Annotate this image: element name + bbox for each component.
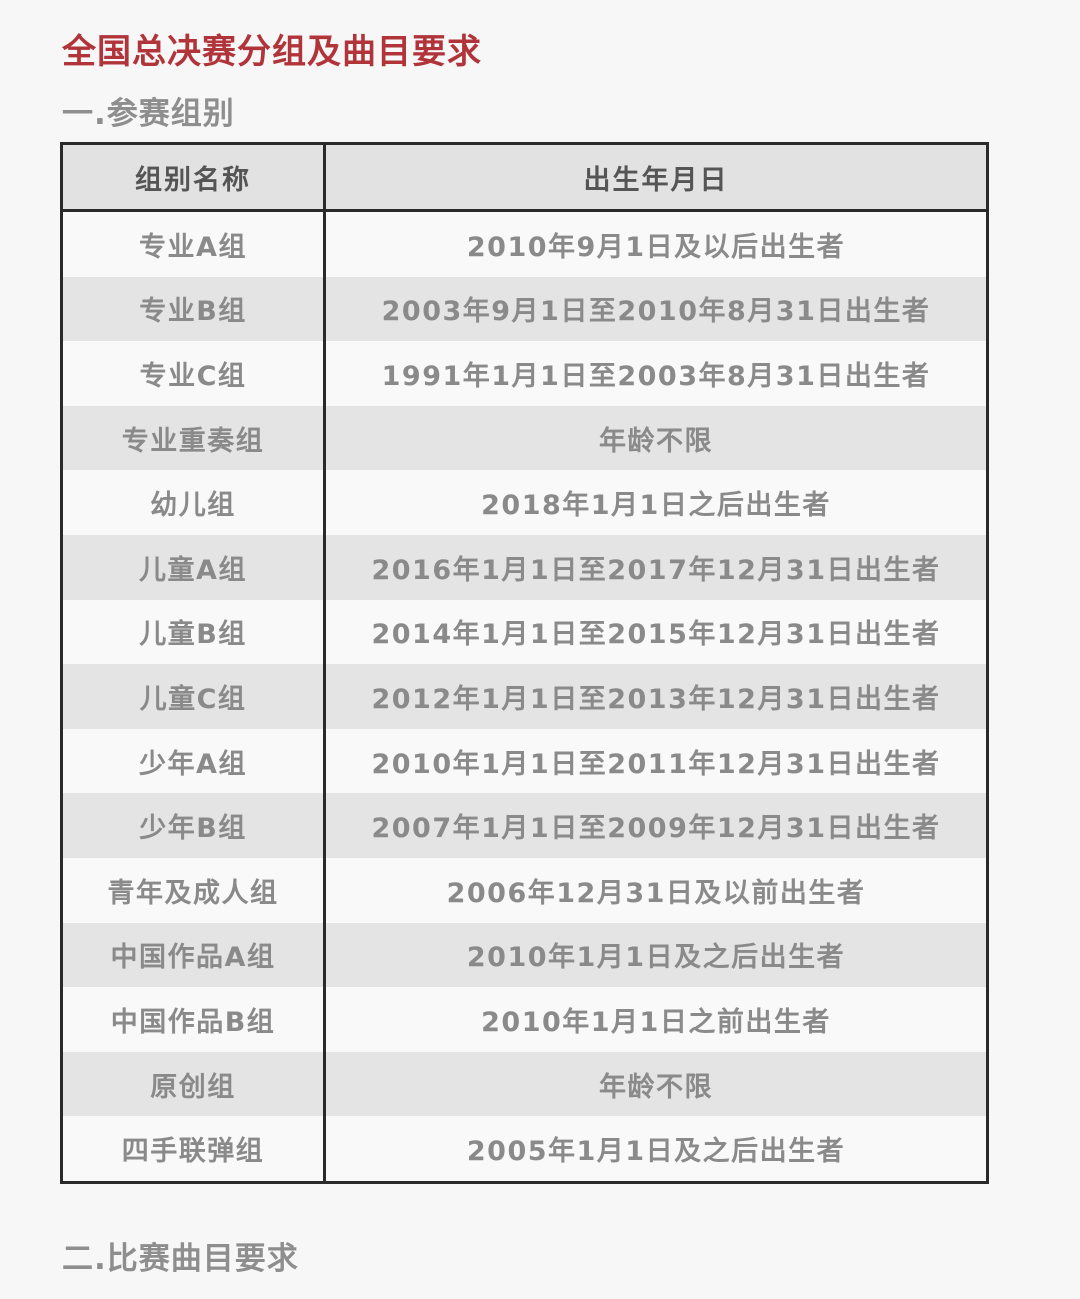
table-row: 幼儿组 2018年1月1日之后出生者 (61, 470, 988, 535)
group-name-cell: 儿童A组 (61, 534, 326, 600)
table-row: 中国作品B组 2010年1月1日之前出生者 (61, 987, 988, 1052)
groups-table: 组别名称 出生年月日 专业A组 2010年9月1日及以后出生者 专业B组 2003年9… (60, 142, 989, 1184)
section-heading-repertoire: 二.比赛曲目要求 (62, 1241, 299, 1277)
section-heading-groups: 一.参赛组别 (62, 96, 235, 132)
table-row: 中国作品A组 2010年1月1日及之后出生者 (61, 922, 988, 988)
birth-date-cell: 2012年1月1日至2013年12月31日出生者 (324, 664, 988, 729)
table-row: 儿童B组 2014年1月1日至2015年12月31日出生者 (61, 599, 988, 665)
birth-date-cell: 2016年1月1日至2017年12月31日出生者 (324, 534, 988, 600)
birth-date-cell: 2006年12月31日及以前出生者 (324, 857, 988, 923)
group-name-cell: 原创组 (61, 1051, 326, 1117)
group-name-cell: 儿童B组 (61, 599, 326, 665)
header-birth-date: 出生年月日 (324, 143, 988, 212)
birth-date-cell: 2007年1月1日至2009年12月31日出生者 (324, 793, 988, 858)
page-title: 全国总决赛分组及曲目要求 (62, 32, 482, 72)
birth-date-cell: 年龄不限 (324, 405, 988, 471)
group-name-cell: 青年及成人组 (61, 857, 326, 923)
group-name-cell: 幼儿组 (61, 470, 326, 535)
table-row: 儿童C组 2012年1月1日至2013年12月31日出生者 (61, 664, 988, 729)
table-row: 专业A组 2010年9月1日及以后出生者 (61, 210, 988, 277)
group-name-cell: 专业B组 (61, 276, 326, 342)
birth-date-cell: 2014年1月1日至2015年12月31日出生者 (324, 599, 988, 665)
table-row: 青年及成人组 2006年12月31日及以前出生者 (61, 857, 988, 923)
group-name-cell: 中国作品A组 (61, 922, 326, 988)
table-header-row: 组别名称 出生年月日 (61, 143, 988, 212)
table-row: 原创组 年龄不限 (61, 1051, 988, 1117)
birth-date-cell: 2010年9月1日及以后出生者 (324, 210, 988, 277)
table-row: 专业重奏组 年龄不限 (61, 405, 988, 471)
header-group-name: 组别名称 (61, 143, 326, 212)
group-name-cell: 少年B组 (61, 793, 326, 858)
group-name-cell: 少年A组 (61, 728, 326, 794)
birth-date-cell: 2003年9月1日至2010年8月31日出生者 (324, 276, 988, 342)
birth-date-cell: 2010年1月1日至2011年12月31日出生者 (324, 728, 988, 794)
birth-date-cell: 年龄不限 (324, 1051, 988, 1117)
group-name-cell: 专业A组 (61, 210, 326, 277)
table-row: 少年B组 2007年1月1日至2009年12月31日出生者 (61, 793, 988, 858)
birth-date-cell: 1991年1月1日至2003年8月31日出生者 (324, 341, 988, 406)
group-name-cell: 四手联弹组 (61, 1116, 326, 1183)
birth-date-cell: 2010年1月1日之前出生者 (324, 987, 988, 1052)
group-name-cell: 儿童C组 (61, 664, 326, 729)
group-name-cell: 专业重奏组 (61, 405, 326, 471)
table-row: 儿童A组 2016年1月1日至2017年12月31日出生者 (61, 534, 988, 600)
table-row: 专业B组 2003年9月1日至2010年8月31日出生者 (61, 276, 988, 342)
birth-date-cell: 2018年1月1日之后出生者 (324, 470, 988, 535)
group-name-cell: 中国作品B组 (61, 987, 326, 1052)
group-name-cell: 专业C组 (61, 341, 326, 406)
table-row: 少年A组 2010年1月1日至2011年12月31日出生者 (61, 728, 988, 794)
table-row: 专业C组 1991年1月1日至2003年8月31日出生者 (61, 341, 988, 406)
birth-date-cell: 2010年1月1日及之后出生者 (324, 922, 988, 988)
table-row: 四手联弹组 2005年1月1日及之后出生者 (61, 1116, 988, 1183)
birth-date-cell: 2005年1月1日及之后出生者 (324, 1116, 988, 1183)
